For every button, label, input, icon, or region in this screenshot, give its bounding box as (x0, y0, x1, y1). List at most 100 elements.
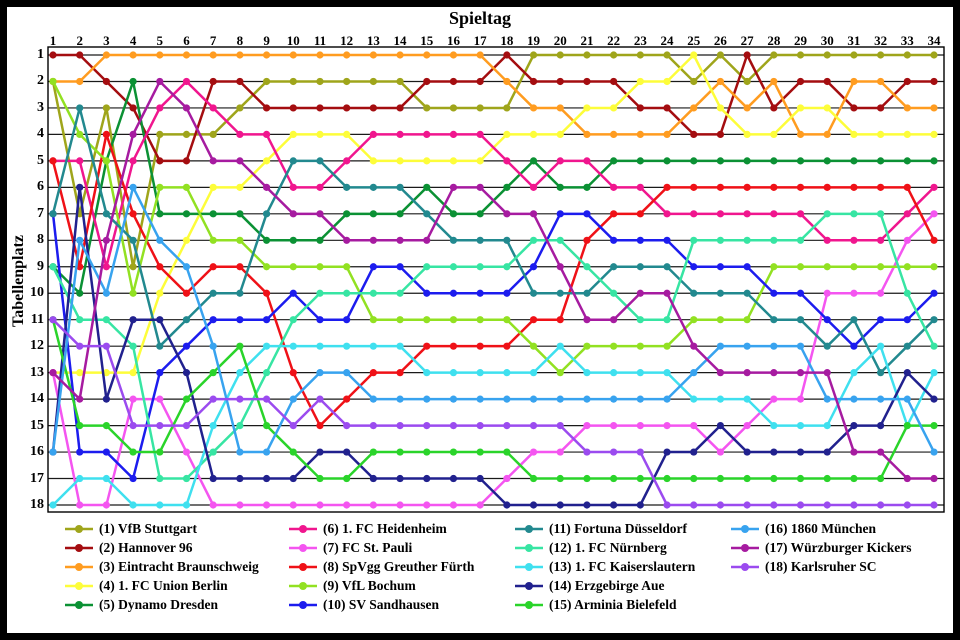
legend-item: (14) Erzgebirge Aue (514, 576, 695, 595)
data-point (770, 263, 778, 271)
data-point (449, 501, 458, 509)
data-point (556, 395, 564, 403)
data-point (156, 474, 164, 483)
legend-item: (9) VfL Bochum (288, 576, 474, 595)
legend-marker-icon (515, 581, 543, 590)
data-point (129, 236, 137, 244)
data-point (610, 342, 618, 350)
data-point (716, 236, 725, 244)
data-point (76, 104, 84, 112)
data-point (823, 210, 831, 218)
data-point (503, 474, 511, 483)
data-point (289, 183, 297, 191)
data-point (503, 289, 511, 297)
data-point (449, 236, 458, 244)
legend-marker-icon (515, 562, 543, 571)
data-point (262, 130, 271, 139)
data-point (209, 210, 217, 218)
data-point (716, 104, 725, 112)
data-point (743, 501, 751, 509)
data-point (556, 316, 564, 324)
data-point (930, 342, 938, 350)
data-point (690, 210, 698, 218)
data-point (209, 289, 217, 297)
data-point (396, 210, 404, 218)
data-point (102, 104, 110, 112)
data-point (49, 77, 57, 86)
data-point (423, 448, 431, 456)
data-point (289, 474, 297, 483)
data-point (262, 342, 271, 350)
y-tick: 6 (37, 179, 44, 195)
data-point (209, 448, 217, 456)
data-point (930, 448, 938, 456)
series-15 (49, 316, 938, 483)
data-point (556, 51, 564, 59)
data-point (262, 263, 271, 271)
data-point (289, 448, 297, 456)
data-point (449, 77, 458, 86)
legend-marker-icon (289, 562, 317, 571)
y-tick: 4 (37, 126, 44, 142)
data-point (877, 369, 885, 377)
x-tick: 34 (927, 33, 941, 48)
data-point (209, 77, 217, 86)
data-point (396, 183, 404, 191)
x-tick: 12 (340, 33, 354, 48)
data-point (236, 421, 244, 430)
data-point (49, 51, 57, 59)
data-point (690, 77, 698, 86)
data-point (663, 501, 671, 509)
data-point (583, 210, 591, 218)
data-point (262, 369, 271, 377)
data-point (236, 395, 244, 403)
series-8 (49, 130, 938, 430)
data-point (182, 157, 191, 165)
data-point (343, 236, 351, 244)
data-point (156, 157, 164, 165)
data-point (877, 104, 885, 112)
legend-column: (11) Fortuna Düsseldorf (12) 1. FC Nürnbe… (514, 519, 695, 614)
legend-item: (18) Karlsruher SC (730, 557, 911, 576)
data-point (823, 421, 831, 430)
data-point (583, 104, 591, 112)
legend-item: (5) Dynamo Dresden (64, 595, 259, 614)
data-point (316, 51, 324, 59)
legend-marker-icon (731, 562, 759, 571)
data-point (156, 448, 164, 456)
data-point (209, 316, 217, 324)
data-point (636, 104, 644, 112)
data-point (903, 342, 911, 350)
data-point (129, 77, 137, 86)
data-point (396, 236, 404, 244)
data-point (262, 421, 271, 430)
data-point (903, 395, 911, 403)
data-point (903, 183, 911, 191)
data-point (770, 395, 778, 403)
legend-marker-icon (731, 524, 759, 533)
data-point (449, 421, 458, 430)
data-point (343, 289, 351, 297)
legend-item: (8) SpVgg Greuther Fürth (288, 557, 474, 576)
data-point (449, 157, 458, 165)
data-point (316, 183, 324, 191)
data-point (262, 104, 271, 112)
data-point (343, 183, 351, 191)
x-tick: 28 (767, 33, 781, 48)
data-point (316, 236, 324, 244)
data-point (369, 157, 377, 165)
data-point (850, 104, 858, 112)
legend-column: (1) VfB Stuttgart (2) Hannover 96 (3) Eint… (64, 519, 259, 614)
data-point (503, 77, 511, 86)
data-point (182, 369, 191, 377)
data-point (850, 289, 858, 297)
legend-label: (8) SpVgg Greuther Fürth (323, 558, 475, 574)
data-point (449, 342, 458, 350)
data-point (610, 448, 618, 456)
data-point (262, 474, 271, 483)
data-point (529, 342, 538, 350)
data-point (129, 474, 137, 483)
data-point (930, 157, 938, 165)
data-point (583, 289, 591, 297)
legend-label: (5) Dynamo Dresden (99, 596, 218, 612)
